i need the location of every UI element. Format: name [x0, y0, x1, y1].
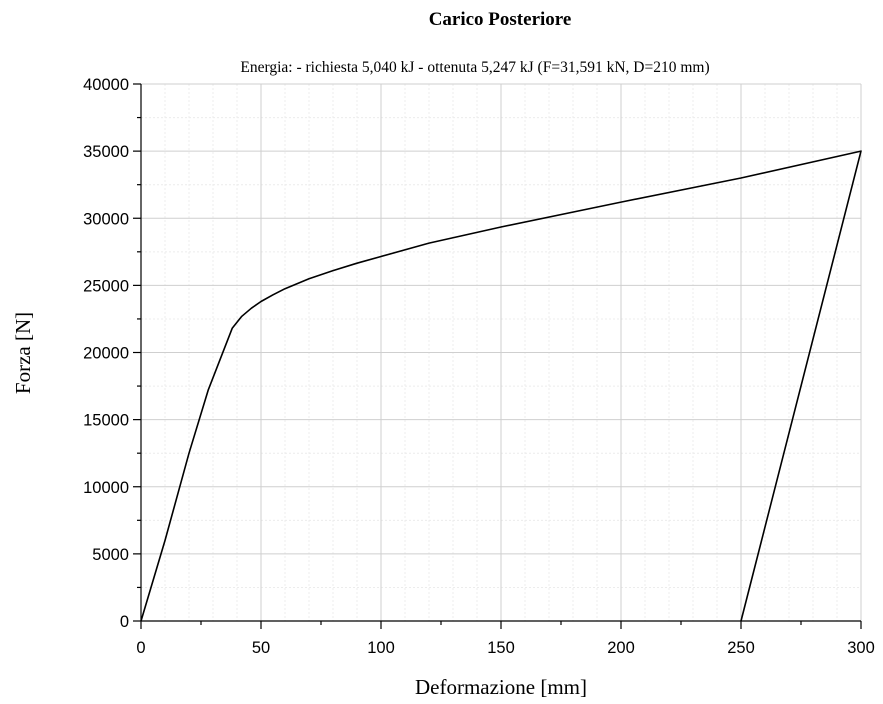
y-tick-label: 15000: [83, 412, 129, 430]
y-axis-label: Forza [N]: [11, 312, 35, 394]
y-tick-label: 20000: [83, 345, 129, 363]
force-deformation-curve: [140, 150, 862, 622]
tick-labels: 0 50 100 150 200 250 300 0 5000 10000 15000 20000 25…: [83, 76, 875, 657]
x-tick-label: 300: [847, 639, 875, 657]
x-tick-label: 0: [136, 639, 145, 657]
grid: [141, 83, 862, 621]
chart-subtitle: Energia: - richiesta 5,040 kJ - ottenuta…: [240, 59, 709, 76]
y-tick-label: 5000: [92, 546, 129, 564]
chart-title: Carico Posteriore: [429, 9, 572, 30]
y-tick-label: 0: [120, 613, 129, 631]
x-tick-label: 100: [367, 639, 395, 657]
x-tick-label: 250: [727, 639, 755, 657]
y-tick-label: 30000: [83, 210, 129, 228]
axes: [133, 83, 862, 629]
series: [140, 150, 862, 622]
x-tick-label: 200: [607, 639, 635, 657]
y-tick-label: 25000: [83, 277, 129, 295]
x-tick-label: 150: [487, 639, 515, 657]
y-tick-label: 40000: [83, 76, 129, 94]
x-tick-label: 50: [252, 639, 270, 657]
x-axis-label: Deformazione [mm]: [415, 675, 587, 699]
y-tick-label: 35000: [83, 143, 129, 161]
y-tick-label: 10000: [83, 479, 129, 497]
